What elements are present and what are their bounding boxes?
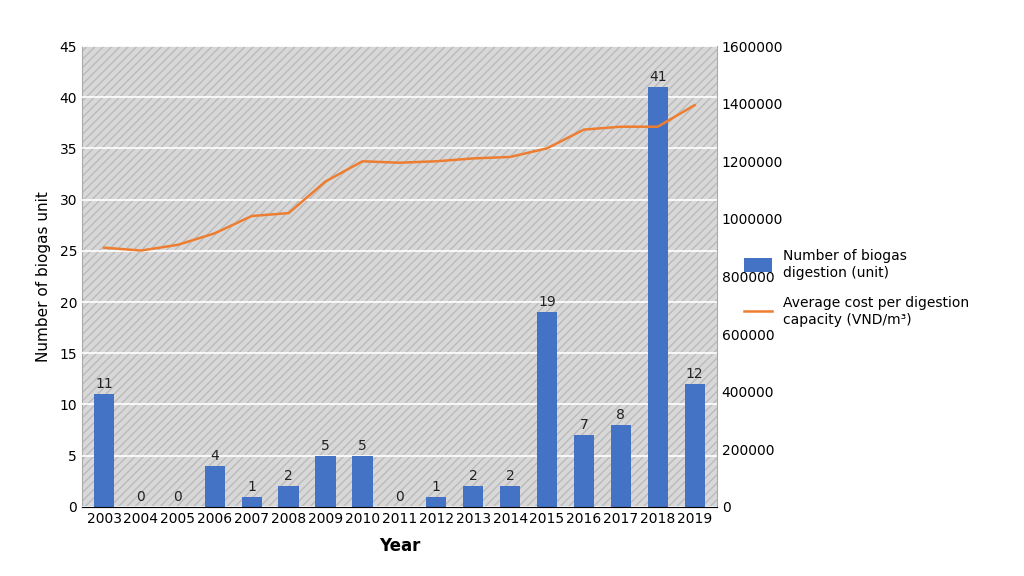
Bar [352,456,373,507]
Average cost per digestion
capacity (VND/m³) [504,153,516,160]
X-axis label: Year: Year [379,537,420,555]
Bar [684,384,705,507]
Bar [94,394,115,507]
Average cost per digestion
capacity (VND/m³) [356,158,369,165]
Bar [573,435,594,507]
Average cost per digestion
capacity (VND/m³) [651,123,664,130]
Bar [315,456,336,507]
Average cost per digestion
capacity (VND/m³) [209,230,221,237]
Bar [610,425,631,507]
Text: 8: 8 [616,408,626,422]
Average cost per digestion
capacity (VND/m³) [172,241,184,248]
Text: 12: 12 [686,367,703,381]
Bar [500,486,520,507]
Average cost per digestion
capacity (VND/m³) [430,158,442,165]
Text: 19: 19 [539,295,556,309]
Average cost per digestion
capacity (VND/m³) [467,155,479,162]
Text: 0: 0 [395,490,403,504]
Average cost per digestion
capacity (VND/m³) [283,210,295,217]
Average cost per digestion
capacity (VND/m³) [541,145,553,151]
Bar [205,466,225,507]
Bar [279,486,299,507]
Bar [242,497,262,507]
Average cost per digestion
capacity (VND/m³) [614,123,627,130]
Average cost per digestion
capacity (VND/m³) [246,213,258,219]
Text: 4: 4 [210,449,219,463]
Text: 0: 0 [136,490,145,504]
Text: 0: 0 [173,490,182,504]
Average cost per digestion
capacity (VND/m³) [98,244,111,251]
Text: 5: 5 [322,438,330,453]
Bar [426,497,446,507]
Text: 2: 2 [469,469,477,483]
Text: 2: 2 [285,469,293,483]
Average cost per digestion
capacity (VND/m³) [688,101,700,108]
Line: Average cost per digestion
capacity (VND/m³): Average cost per digestion capacity (VND… [104,105,694,251]
Text: 41: 41 [649,70,667,84]
Bar [82,46,717,507]
Text: 5: 5 [358,438,367,453]
Average cost per digestion
capacity (VND/m³) [578,126,590,133]
Text: 7: 7 [580,418,589,432]
Average cost per digestion
capacity (VND/m³) [393,159,406,166]
Average cost per digestion
capacity (VND/m³) [135,247,147,254]
Bar [537,312,557,507]
Text: 1: 1 [432,480,440,494]
Average cost per digestion
capacity (VND/m³) [319,178,332,185]
Y-axis label: Number of biogas unit: Number of biogas unit [36,191,51,362]
Bar [647,87,668,507]
Text: 2: 2 [506,469,514,483]
Bar [463,486,483,507]
Text: 11: 11 [95,377,113,391]
Legend: Number of biogas
digestion (unit), Average cost per digestion
capacity (VND/m³): Number of biogas digestion (unit), Avera… [744,249,970,327]
Text: 1: 1 [247,480,256,494]
